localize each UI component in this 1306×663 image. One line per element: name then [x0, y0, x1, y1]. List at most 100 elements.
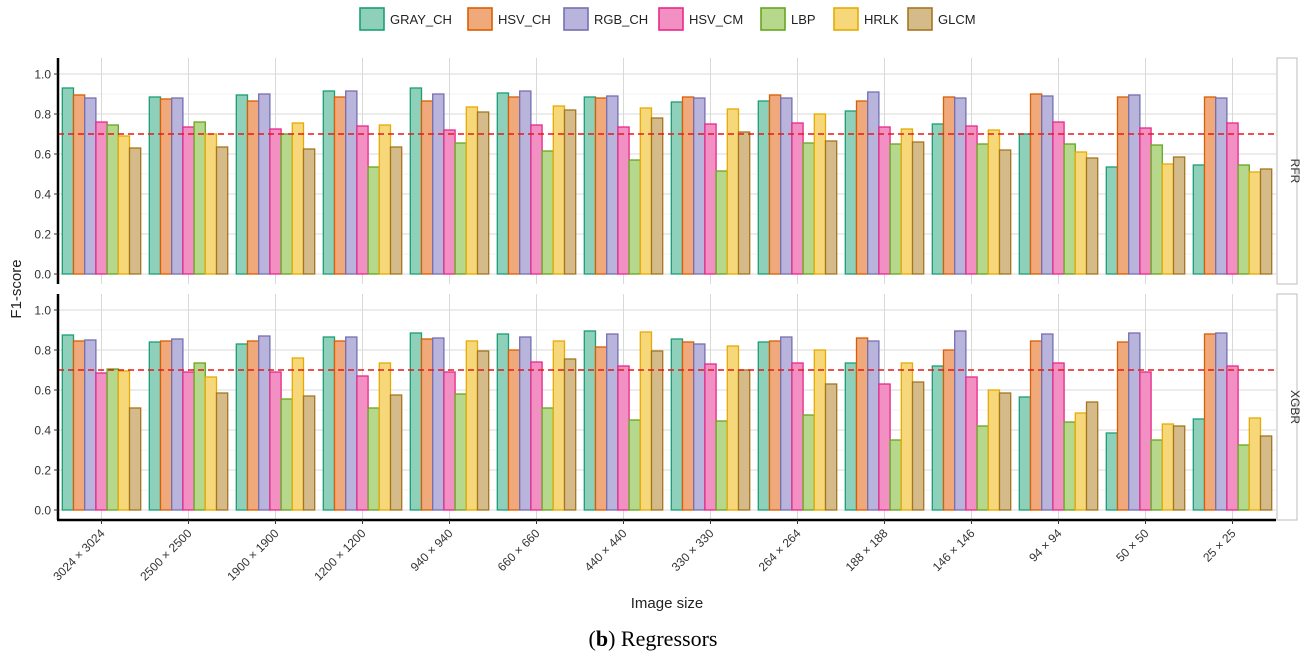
- bar-rfr-hrlk-4: [465, 106, 479, 275]
- bar-rfr-rgb_ch-7: [693, 97, 706, 275]
- bar-rfr-rgb_ch-11: [1041, 95, 1054, 275]
- bar-xgbr-glcm-5: [563, 358, 577, 511]
- bar-rfr-hrlk-0: [117, 135, 131, 275]
- bar-xgbr-glcm-11: [1085, 401, 1099, 511]
- bar-xgbr-hsv_cm-2: [269, 371, 282, 511]
- bar-rfr-glcm-12: [1172, 156, 1186, 275]
- bar-rfr-hrlk-2: [291, 122, 305, 275]
- bar-xgbr-lbp-1: [193, 362, 206, 511]
- bar-rfr-hsv_cm-4: [443, 129, 456, 275]
- bar-rfr-gray_ch-5: [496, 92, 510, 275]
- bar-xgbr-hrlk-13: [1248, 417, 1262, 511]
- bar-xgbr-hsv_cm-1: [182, 371, 195, 511]
- bar-xgbr-hsv_ch-2: [246, 340, 260, 511]
- bar-rfr-hrlk-9: [900, 128, 914, 275]
- bar-xgbr-hsv_ch-3: [333, 340, 347, 511]
- bar-xgbr-lbp-3: [367, 407, 380, 511]
- bar-xgbr-rgb_ch-9: [867, 340, 880, 511]
- bar-rfr-hsv_cm-11: [1052, 121, 1065, 275]
- bar-rfr-gray_ch-6: [583, 96, 597, 275]
- bar-rfr-lbp-13: [1237, 164, 1250, 275]
- bar-xgbr-lbp-9: [889, 439, 902, 511]
- bar-xgbr-glcm-4: [476, 350, 490, 511]
- facet-label-xgbr: XGBR: [1288, 390, 1302, 424]
- bar-rfr-hsv_ch-0: [72, 94, 86, 275]
- bar-xgbr-glcm-8: [824, 383, 838, 511]
- y-tick-label: 0.4: [34, 188, 51, 202]
- x-tick-label: 146 × 146: [930, 526, 978, 574]
- bar-xgbr-rgb_ch-8: [780, 336, 793, 511]
- legend-label-glcm: GLCM: [938, 12, 976, 27]
- bar-rfr-hsv_cm-9: [878, 126, 891, 275]
- bar-rfr-lbp-9: [889, 143, 902, 275]
- bar-rfr-glcm-5: [563, 109, 577, 275]
- facet-strip: [1276, 57, 1298, 285]
- bar-xgbr-gray_ch-6: [583, 330, 597, 511]
- facet-strip: [1276, 293, 1298, 521]
- bar-rfr-hsv_ch-2: [246, 100, 260, 275]
- bar-xgbr-gray_ch-8: [757, 341, 771, 511]
- bar-rfr-lbp-8: [802, 142, 815, 275]
- bar-xgbr-lbp-0: [106, 368, 119, 511]
- bar-xgbr-hsv_ch-8: [768, 340, 782, 511]
- bar-rfr-hsv_ch-3: [333, 96, 347, 275]
- bar-xgbr-hsv_cm-0: [95, 372, 108, 511]
- bar-xgbr-glcm-13: [1259, 435, 1273, 511]
- bar-rfr-rgb_ch-4: [432, 93, 445, 275]
- bar-rfr-hrlk-5: [552, 105, 566, 275]
- bar-rfr-hsv_ch-10: [942, 96, 956, 275]
- bar-xgbr-hrlk-8: [813, 349, 827, 511]
- x-tick-label: 940 × 940: [408, 526, 456, 574]
- x-tick-label: 440 × 440: [582, 526, 630, 574]
- bar-xgbr-rgb_ch-10: [954, 330, 967, 511]
- bar-rfr-lbp-5: [541, 150, 554, 275]
- bar-xgbr-rgb_ch-12: [1128, 332, 1141, 511]
- bar-xgbr-hsv_cm-13: [1226, 365, 1239, 511]
- bar-xgbr-hrlk-2: [291, 357, 305, 511]
- bar-rfr-glcm-8: [824, 140, 838, 275]
- bar-xgbr-lbp-13: [1237, 444, 1250, 511]
- y-tick-label: 0.0: [34, 504, 51, 518]
- bar-xgbr-glcm-2: [302, 395, 316, 511]
- bar-xgbr-hsv_cm-5: [530, 361, 543, 511]
- bar-xgbr-gray_ch-5: [496, 333, 510, 511]
- bar-rfr-gray_ch-12: [1105, 166, 1119, 275]
- bar-xgbr-lbp-8: [802, 414, 815, 511]
- bar-xgbr-hrlk-12: [1161, 423, 1175, 511]
- bar-rfr-lbp-11: [1063, 143, 1076, 275]
- bar-xgbr-glcm-9: [911, 381, 925, 511]
- x-axis-title: Image size: [631, 595, 704, 612]
- bar-rfr-hsv_cm-1: [182, 126, 195, 275]
- x-tick-label: 25 × 25: [1200, 526, 1239, 565]
- legend-key-hrlk: [833, 7, 859, 31]
- bar-rfr-lbp-3: [367, 166, 380, 275]
- bar-rfr-hsv_ch-4: [420, 100, 434, 275]
- y-tick-label: 0.8: [34, 344, 51, 358]
- bar-xgbr-rgb_ch-7: [693, 343, 706, 511]
- bar-xgbr-gray_ch-2: [235, 343, 249, 511]
- bar-rfr-gray_ch-4: [409, 87, 423, 275]
- legend-key-gray_ch: [359, 7, 385, 31]
- bar-xgbr-glcm-6: [650, 350, 664, 511]
- bar-xgbr-gray_ch-0: [61, 334, 75, 511]
- bar-rfr-hsv_cm-5: [530, 124, 543, 275]
- bar-rfr-rgb_ch-10: [954, 97, 967, 275]
- bar-rfr-glcm-3: [389, 146, 403, 275]
- bar-xgbr-gray_ch-13: [1192, 418, 1206, 511]
- bar-rfr-hsv_ch-11: [1029, 93, 1043, 275]
- bar-xgbr-hrlk-9: [900, 362, 914, 511]
- bar-rfr-hsv_ch-12: [1116, 96, 1130, 275]
- bar-xgbr-glcm-10: [998, 392, 1012, 511]
- bar-rfr-hsv_ch-5: [507, 96, 521, 275]
- bar-rfr-hrlk-1: [204, 133, 218, 275]
- bar-rfr-gray_ch-11: [1018, 133, 1032, 275]
- bar-rfr-glcm-9: [911, 141, 925, 275]
- y-tick-label: 1.0: [34, 68, 51, 82]
- bar-rfr-rgb_ch-0: [84, 97, 97, 275]
- bar-rfr-lbp-1: [193, 121, 206, 275]
- figure-caption: (b) Regressors: [589, 626, 718, 651]
- bar-xgbr-lbp-10: [976, 425, 989, 511]
- bar-rfr-gray_ch-8: [757, 100, 771, 275]
- bar-rfr-hsv_cm-6: [617, 126, 630, 275]
